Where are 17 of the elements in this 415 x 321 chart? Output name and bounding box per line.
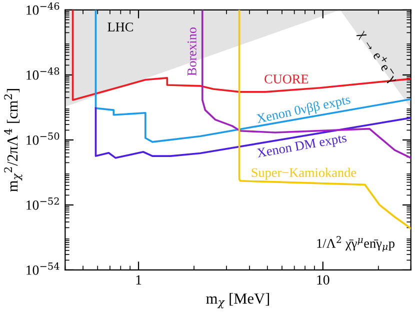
annotation: χ → e$^{+}$e$^{−}$γ bbox=[356, 28, 400, 86]
annotation: Xenon DM expts bbox=[256, 133, 348, 160]
y-tick-label: 10$^{−52}$ bbox=[26, 197, 59, 210]
y-tick-label: 10$^{−54}$ bbox=[26, 262, 60, 275]
annotation: Borexino bbox=[188, 28, 196, 76]
y-tick-label: 10$^{−50}$ bbox=[26, 132, 60, 145]
annotation: Xenon 0νββ expts bbox=[256, 94, 352, 126]
x-axis-title: m$_{χ}$ [MeV] bbox=[206, 292, 269, 308]
annotation: LHC bbox=[108, 22, 133, 32]
x-tick-label: 1 bbox=[136, 275, 142, 284]
annotation: Super−Kamiokande bbox=[252, 168, 356, 180]
annotation: 1/Λ$^{2}$ χ̄γ$^{μ}$en̄γ$_{μ}$p bbox=[317, 236, 394, 252]
annotation: CUORE bbox=[264, 74, 308, 84]
x-tick-label: 10 bbox=[317, 275, 330, 285]
y-axis-title: m$_{χ}$$^{2}$/2πΛ$^{4}$ [cm$^{2}$] bbox=[4, 89, 22, 192]
y-tick-label: 10$^{−48}$ bbox=[26, 67, 60, 80]
y-tick-label: 10$^{−46}$ bbox=[26, 2, 60, 15]
